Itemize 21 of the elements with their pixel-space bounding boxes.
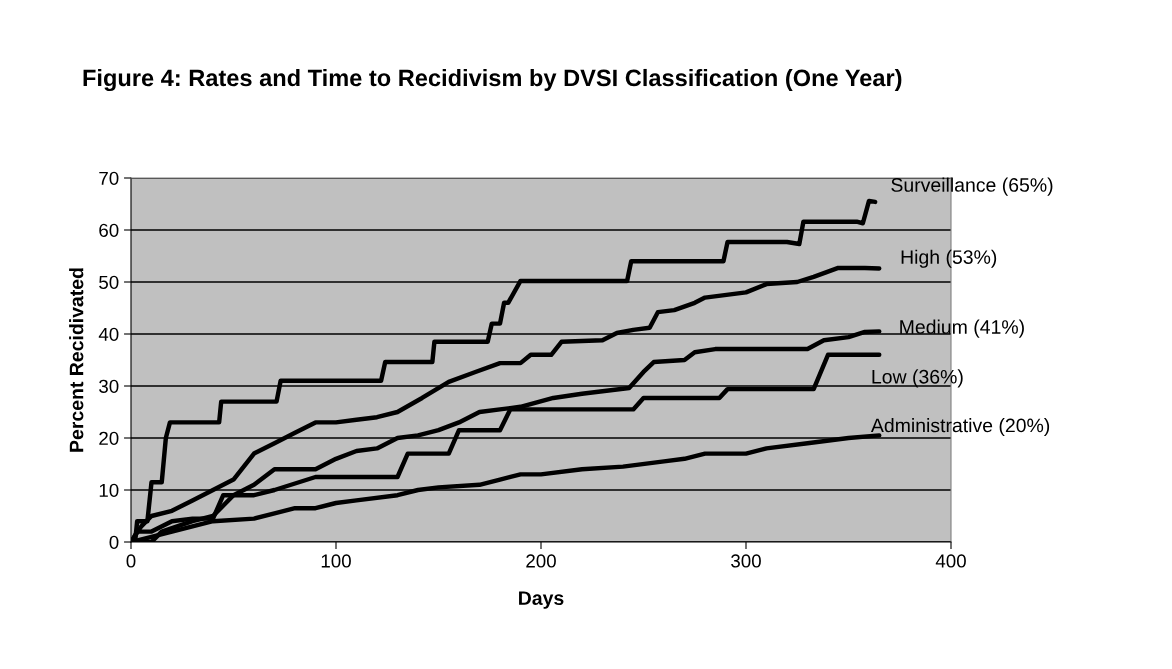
y-axis-title: Percent Recidivated bbox=[69, 268, 84, 452]
y-tick-label: 0 bbox=[109, 535, 119, 549]
series-label: Surveillance (65%) bbox=[891, 177, 1053, 196]
x-tick-label: 200 bbox=[526, 554, 556, 568]
y-tick-label: 70 bbox=[99, 171, 119, 185]
y-tick-label: 10 bbox=[99, 483, 119, 497]
x-tick-label: 300 bbox=[731, 554, 761, 568]
series-label: Low (36%) bbox=[872, 369, 963, 388]
y-tick-label: 30 bbox=[99, 379, 119, 393]
y-tick-label: 40 bbox=[98, 327, 119, 341]
series-label: High (53%) bbox=[901, 249, 997, 268]
y-tick-label: 50 bbox=[99, 275, 119, 289]
y-tick-label: 20 bbox=[99, 431, 119, 445]
y-tick-label: 60 bbox=[99, 223, 119, 237]
series-label: Medium (41%) bbox=[900, 319, 1024, 338]
x-axis-title: Days bbox=[519, 591, 564, 609]
x-tick-label: 100 bbox=[321, 554, 351, 568]
x-tick-label: 400 bbox=[935, 554, 966, 568]
series-label: Administrative (20%) bbox=[870, 418, 1050, 437]
x-tick-label: 0 bbox=[126, 554, 136, 568]
chart-title: Figure 4: Rates and Time to Recidivism by DVSI Classification (One Year) bbox=[83, 68, 902, 92]
